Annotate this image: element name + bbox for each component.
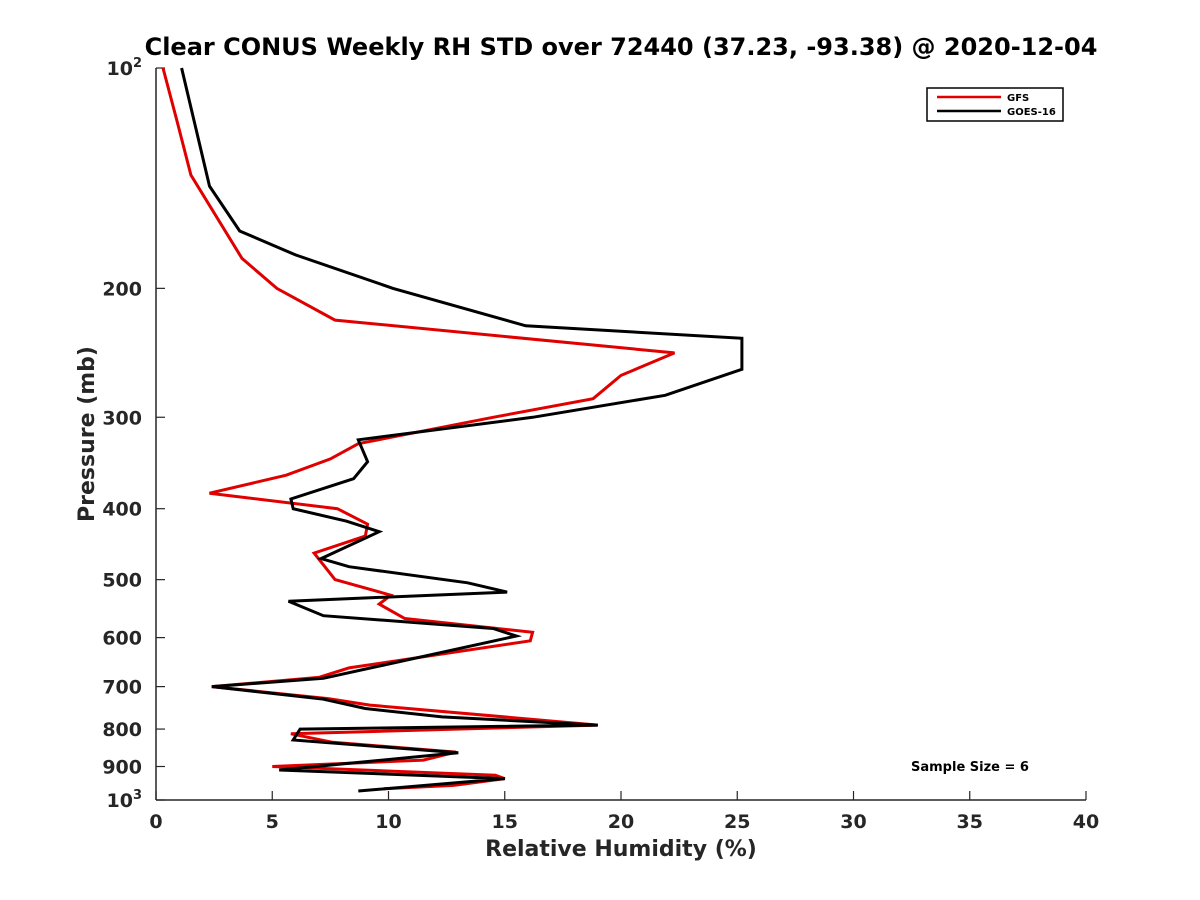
x-tick-label: 35 — [957, 811, 983, 833]
y-tick-label: 400 — [102, 499, 142, 521]
x-axis-label: Relative Humidity (%) — [485, 837, 757, 862]
x-tick-label: 0 — [149, 811, 162, 833]
y-tick-label: 103 — [107, 788, 143, 812]
y-axis-label: Pressure (mb) — [75, 346, 100, 522]
x-tick-label: 25 — [724, 811, 750, 833]
y-tick-label: 700 — [102, 677, 142, 699]
legend-box — [926, 87, 1064, 122]
legend-label: GOES-16 — [1007, 107, 1056, 118]
x-tick-label: 30 — [840, 811, 866, 833]
chart-title: Clear CONUS Weekly RH STD over 72440 (37… — [145, 33, 1098, 61]
y-tick-label: 500 — [102, 570, 142, 592]
plot-axes: 0 5 10 15 20 25 30 35 40 102 200 300 400 500 600 700 800… — [102, 56, 1099, 833]
x-tick-label: 40 — [1073, 811, 1099, 833]
series-lines — [161, 67, 744, 793]
y-tick-label: 600 — [102, 628, 142, 650]
y-tick-label: 900 — [102, 757, 142, 779]
series-line-goes-16 — [180, 67, 744, 793]
x-tick-label: 20 — [608, 811, 634, 833]
y-tick-label: 102 — [107, 56, 143, 80]
x-tick-label: 10 — [375, 811, 401, 833]
x-tick-label: 15 — [492, 811, 518, 833]
series-line-gfs — [161, 67, 676, 791]
y-tick-label: 800 — [102, 719, 142, 741]
legend: GFS GOES-16 — [926, 87, 1064, 122]
x-tick-label: 5 — [266, 811, 279, 833]
y-tick-label: 200 — [102, 278, 142, 300]
sample-size-annotation: Sample Size = 6 — [911, 760, 1029, 775]
legend-label: GFS — [1007, 93, 1029, 104]
y-tick-label: 300 — [102, 407, 142, 429]
